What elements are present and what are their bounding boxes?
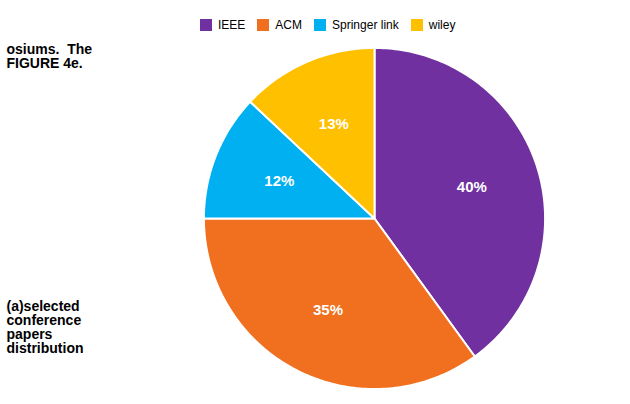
- svg-text:13%: 13%: [319, 115, 349, 132]
- html-text:wiley: wiley: [428, 17, 456, 32]
- svg-text:12%: 12%: [264, 172, 294, 189]
- svg-text:40%: 40%: [457, 178, 487, 195]
- svg-text:35%: 35%: [313, 300, 343, 317]
- svg-text:(a)selectedconferencepapersdis: (a)selectedconferencepapersdistribution: [7, 298, 84, 356]
- html-text:Springer link: Springer link: [332, 17, 399, 32]
- html-text:ACM: ACM: [275, 17, 302, 32]
- html-text:IEEE: IEEE: [218, 17, 246, 32]
- svg-text:osiums. TheFIGURE 4e.: osiums. TheFIGURE 4e.: [7, 41, 93, 71]
